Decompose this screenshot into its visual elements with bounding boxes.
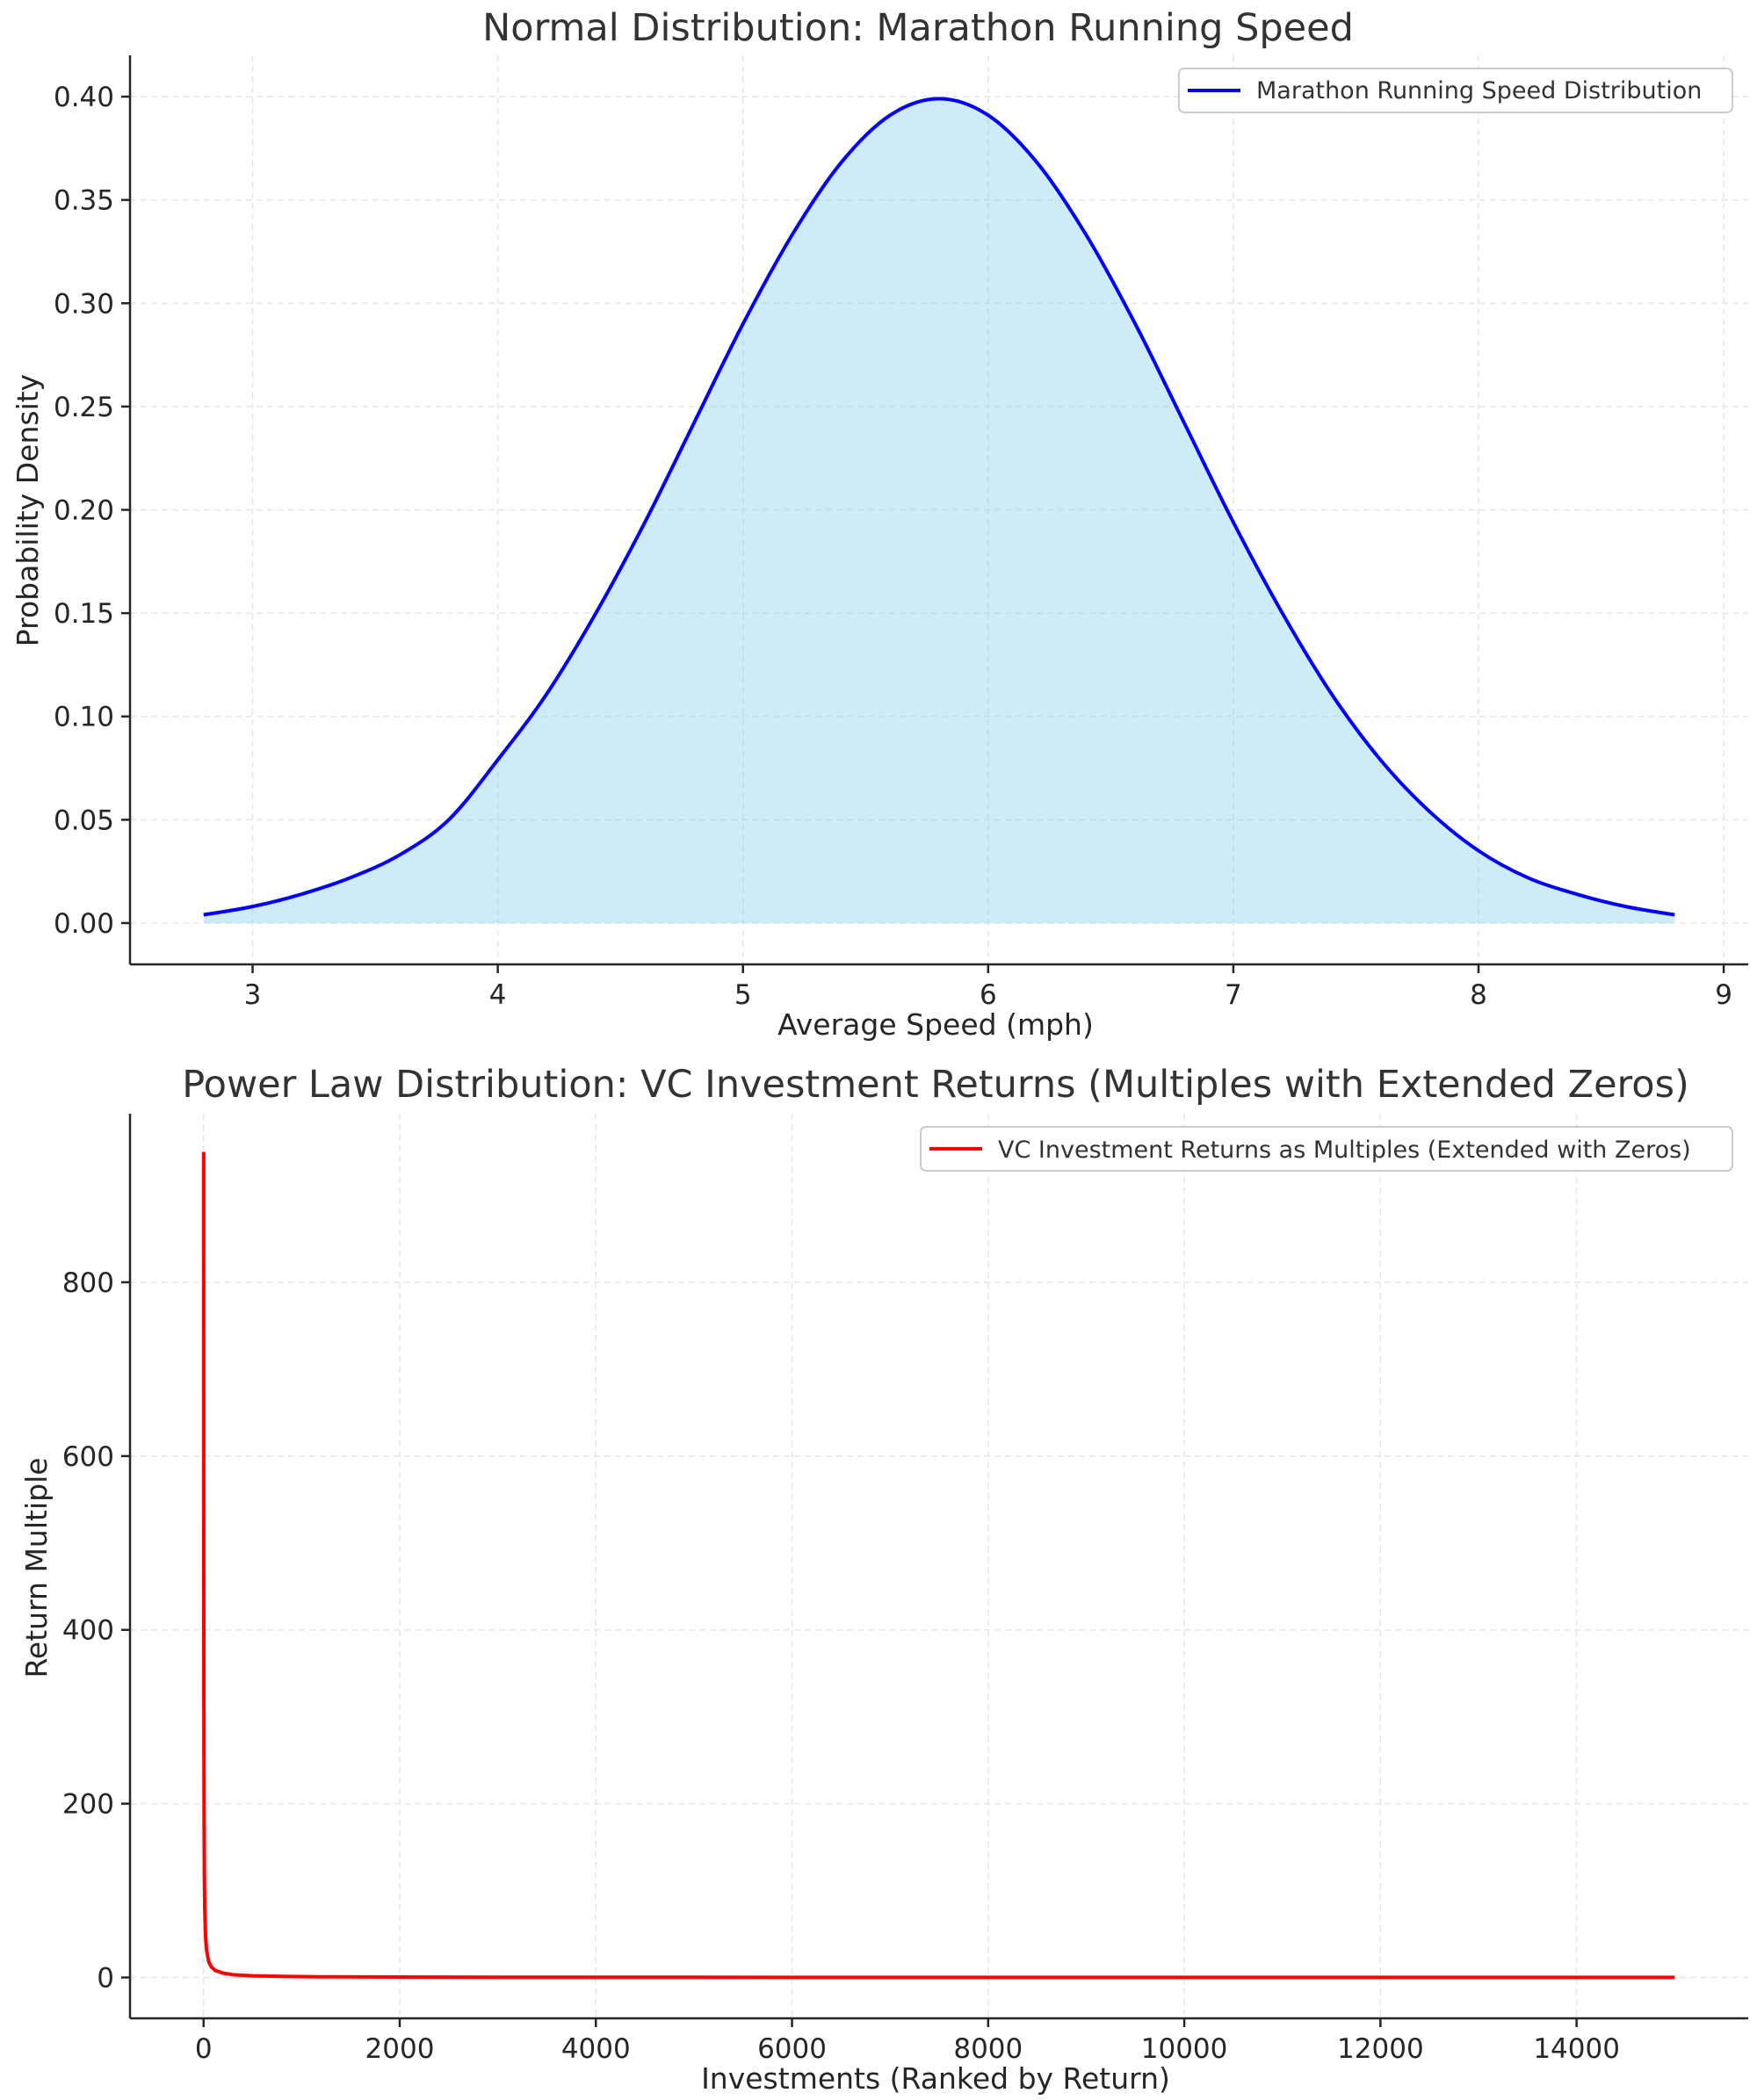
x-tick-label: 4	[489, 979, 507, 1011]
y-tick-label: 400	[62, 1615, 114, 1647]
x-tick-label: 12000	[1337, 2033, 1424, 2065]
x-tick-label: 8000	[953, 2033, 1023, 2065]
x-tick-label: 5	[734, 979, 752, 1011]
series-line	[203, 97, 1675, 917]
x-axis-label: Average Speed (mph)	[777, 1007, 1094, 1042]
x-tick-label: 9	[1715, 979, 1732, 1011]
y-tick-label: 0.25	[54, 392, 114, 423]
y-tick-label: 600	[62, 1441, 114, 1473]
x-tick-label: 6000	[757, 2033, 827, 2065]
x-tick-label: 6	[980, 979, 997, 1011]
power-law-chart: Power Law Distribution: VC Investment Re…	[19, 1063, 1748, 2096]
chart-title: Power Law Distribution: VC Investment Re…	[182, 1063, 1689, 1107]
y-tick-label: 0.10	[54, 702, 114, 733]
ticks: 0 2000 4000 6000 8000 10000 12000 14000 0 200 400 6…	[62, 1267, 1620, 2065]
y-tick-label: 0.40	[54, 82, 114, 113]
ticks: 3 4 5 6 7 8 9 0.00 0.05 0.10 0.15 0.20 0.25 0.30 0.35 0…	[54, 82, 1732, 1011]
y-tick-label: 0.05	[54, 805, 114, 836]
y-tick-label: 0.35	[54, 185, 114, 217]
y-axis-label: Return Multiple	[19, 1457, 54, 1678]
y-tick-label: 800	[62, 1267, 114, 1299]
grid	[130, 55, 1748, 964]
y-tick-label: 200	[62, 1789, 114, 1821]
legend: VC Investment Returns as Multiples (Exte…	[920, 1126, 1733, 1172]
area-fill	[203, 98, 1675, 923]
x-tick-label: 3	[244, 979, 262, 1011]
y-tick-label: 0.15	[54, 598, 114, 630]
legend-box	[920, 1126, 1733, 1172]
normal-distribution-chart: Normal Distribution: Marathon Running Sp…	[11, 6, 1748, 1042]
legend-box	[1178, 68, 1733, 113]
y-tick-label: 0.30	[54, 288, 114, 320]
x-tick-label: 10000	[1141, 2033, 1228, 2065]
x-tick-label: 7	[1225, 979, 1242, 1011]
chart-title: Normal Distribution: Marathon Running Sp…	[482, 6, 1354, 50]
x-tick-label: 8	[1470, 979, 1487, 1011]
x-tick-label: 4000	[561, 2033, 631, 2065]
y-axis-label: Probability Density	[11, 374, 45, 646]
x-tick-label: 14000	[1533, 2033, 1620, 2065]
y-tick-label: 0.20	[54, 495, 114, 527]
legend-label: Marathon Running Speed Distribution	[1256, 77, 1702, 105]
x-axis-label: Investments (Ranked by Return)	[701, 2061, 1170, 2096]
series-line	[201, 1151, 1675, 1980]
legend: Marathon Running Speed Distribution	[1178, 68, 1733, 113]
legend-label: VC Investment Returns as Multiples (Exte…	[998, 1137, 1691, 1164]
y-tick-label: 0	[97, 1962, 114, 1994]
y-tick-label: 0.00	[54, 908, 114, 940]
x-tick-label: 2000	[365, 2033, 435, 2065]
x-tick-label: 0	[195, 2033, 213, 2065]
